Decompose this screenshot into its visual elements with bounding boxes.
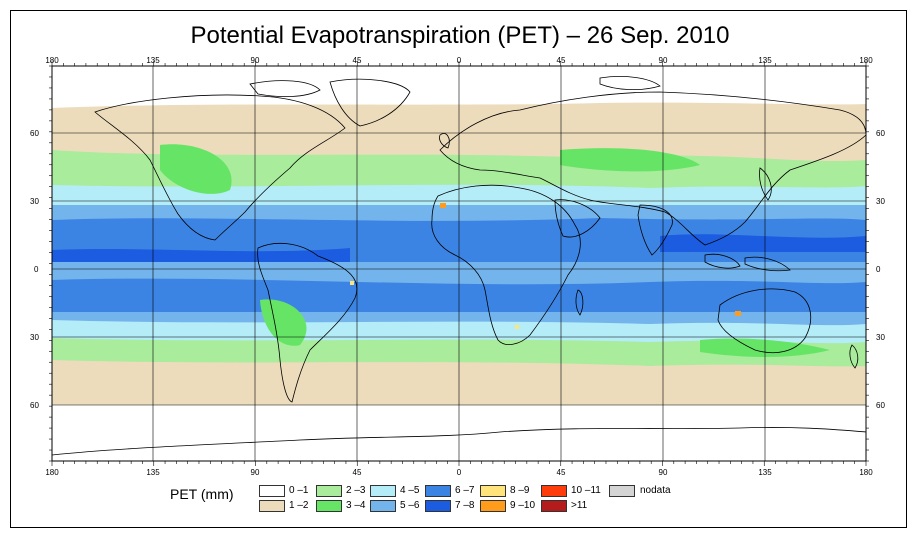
lon-label: 180 bbox=[45, 468, 59, 477]
right-lat-labels: 60 30 0 30 60 bbox=[876, 129, 885, 410]
lon-label: 90 bbox=[251, 56, 260, 65]
lat-label: 60 bbox=[876, 401, 885, 410]
lat-label: 30 bbox=[876, 197, 885, 206]
lat-label: 30 bbox=[30, 197, 39, 206]
lon-label: 135 bbox=[146, 468, 160, 477]
lon-label: 90 bbox=[659, 468, 668, 477]
axis-ticks bbox=[49, 61, 869, 466]
lon-label: 0 bbox=[457, 56, 462, 65]
lon-label: 135 bbox=[758, 468, 772, 477]
top-lon-labels: 180 135 90 45 0 45 90 135 180 bbox=[45, 56, 873, 65]
lon-label: 90 bbox=[659, 56, 668, 65]
lon-label: 135 bbox=[758, 56, 772, 65]
lon-label: 45 bbox=[557, 468, 566, 477]
bottom-lon-labels: 180 135 90 45 0 45 90 135 180 bbox=[45, 468, 873, 477]
graticule bbox=[52, 66, 866, 461]
figure-frame bbox=[10, 10, 907, 528]
lon-label: 45 bbox=[353, 56, 362, 65]
lat-label: 60 bbox=[30, 129, 39, 138]
lon-label: 135 bbox=[146, 56, 160, 65]
lon-label: 45 bbox=[557, 56, 566, 65]
lat-label: 0 bbox=[34, 265, 39, 274]
lat-label: 30 bbox=[30, 333, 39, 342]
coastlines bbox=[52, 76, 866, 456]
map-title: Potential Evapotranspiration (PET) – 26 … bbox=[190, 22, 730, 49]
lon-label: 180 bbox=[859, 56, 873, 65]
lat-label: 0 bbox=[876, 265, 881, 274]
lat-label: 60 bbox=[876, 129, 885, 138]
lon-label: 0 bbox=[457, 468, 462, 477]
lat-label: 60 bbox=[30, 401, 39, 410]
lon-label: 180 bbox=[859, 468, 873, 477]
lon-label: 90 bbox=[251, 468, 260, 477]
lon-label: 180 bbox=[45, 56, 59, 65]
left-lat-labels: 60 30 0 30 60 bbox=[30, 129, 39, 410]
lat-label: 30 bbox=[876, 333, 885, 342]
lon-label: 45 bbox=[353, 468, 362, 477]
